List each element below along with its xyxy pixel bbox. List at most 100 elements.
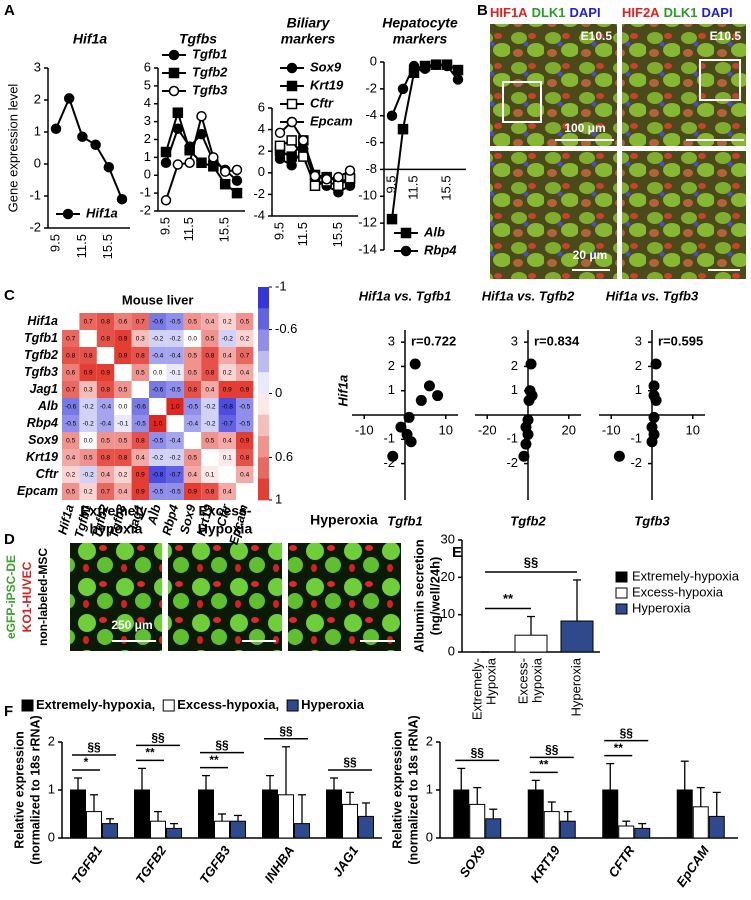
marker — [50, 123, 62, 135]
heatmap-cell — [114, 432, 132, 449]
cell-label: 0.9 — [223, 387, 232, 394]
x-tick-label: TGFB2 — [133, 842, 170, 886]
colorbar-band — [258, 287, 269, 309]
y-tick-label: -4 — [365, 107, 377, 122]
x-tick-label: 15.5 — [217, 217, 232, 242]
x-tick-label: 11.5 — [295, 222, 310, 246]
cell-label: -0.5 — [169, 489, 181, 496]
point — [646, 436, 658, 448]
y-tick-label: 1 — [34, 123, 41, 138]
cell-label: 0.0 — [118, 404, 127, 411]
x-axis-label: Tgfb1 — [387, 513, 422, 528]
scale-bar-label: 250 μm — [111, 618, 152, 632]
heatmap-cell — [149, 313, 167, 330]
heatmap-cell — [218, 398, 236, 415]
chart-title: Hif1a — [73, 31, 107, 47]
bar — [134, 789, 150, 839]
cell-label: -0.6 — [152, 387, 164, 394]
y-tick-label: 0 — [370, 53, 377, 68]
panel-label: A — [4, 2, 15, 19]
y-tick-label: 4 — [144, 95, 151, 110]
cell-label: 0.8 — [101, 319, 110, 326]
cell-label: 0.4 — [240, 370, 249, 377]
cell-label: 0.7 — [66, 387, 75, 394]
condition-title: Hyperoxia — [310, 512, 378, 528]
significance-label: §§ — [151, 731, 165, 745]
cell-label: 0.9 — [136, 489, 145, 496]
legend-swatch — [21, 699, 34, 712]
stain: HIF1A — [490, 5, 528, 20]
cell-label: 0.4 — [118, 489, 127, 496]
legend-marker — [400, 227, 412, 239]
y-tick-label: 6 — [144, 59, 151, 74]
heatmap-cell — [62, 432, 80, 449]
cell-label: 0.8 — [66, 353, 75, 360]
stain: DAPI — [702, 5, 733, 20]
cell-label: 0.4 — [223, 438, 232, 445]
cell-label: 0.8 — [101, 387, 110, 394]
colorbar-band — [258, 350, 269, 373]
bar — [469, 803, 486, 839]
cell-label: 0.4 — [136, 455, 145, 462]
marker — [63, 93, 75, 104]
cell-label: -0.2 — [152, 336, 164, 343]
cell-label: 0.5 — [240, 319, 249, 326]
row-label: Sox9 — [28, 433, 58, 447]
heatmap-cell — [96, 415, 115, 432]
row-label: Krt19 — [26, 450, 58, 464]
cell-label: 0.8 — [188, 387, 197, 394]
marker — [397, 83, 409, 95]
colorbar-band — [258, 329, 269, 352]
y-tick-label: 1 — [635, 382, 642, 397]
bar — [86, 811, 102, 839]
heatmap-cell — [114, 483, 132, 500]
marker — [452, 74, 464, 85]
y-tick-label: 20 — [441, 569, 455, 584]
y-axis-label: (ng/well/24h) — [427, 557, 442, 636]
bar — [453, 789, 470, 839]
point — [522, 428, 534, 440]
row-label: Tgfb1 — [24, 331, 58, 345]
x-tick-label: JAG1 — [330, 843, 362, 879]
marker — [219, 166, 231, 177]
legend-swatch — [615, 571, 628, 583]
bar — [102, 823, 118, 839]
heatmap-cell — [166, 466, 184, 483]
marker — [333, 171, 344, 183]
heatmap-cell — [96, 483, 115, 500]
marker — [160, 195, 172, 206]
bar — [294, 823, 310, 839]
heatmap-cell — [62, 415, 80, 432]
y-tick-label: 1 — [511, 382, 518, 397]
heatmap-cell — [131, 449, 149, 466]
x-tick-label: 15.5 — [438, 175, 453, 200]
cell-label: -0.1 — [117, 421, 129, 428]
x-tick-label: Extremely- — [469, 658, 484, 720]
marker — [196, 157, 207, 168]
cell-label: 0.7 — [84, 319, 93, 326]
panel-label: D — [4, 531, 15, 548]
condition-title: Excess- — [199, 503, 252, 519]
heatmap-cell — [201, 381, 219, 398]
cell-label: 0.5 — [101, 438, 110, 445]
bar — [560, 620, 594, 653]
heatmap-cell — [166, 483, 184, 500]
heatmap-cell — [149, 466, 167, 483]
cell-label: 0.3 — [84, 387, 93, 394]
cell-label: 0.8 — [205, 489, 214, 496]
heatmap-cell — [79, 347, 97, 364]
cell-label: -0.5 — [169, 387, 181, 394]
legend-label: Hyperoxia — [301, 697, 365, 712]
cell-label: 0.0 — [84, 438, 93, 445]
bar — [70, 789, 86, 839]
cell-label: -0.2 — [222, 336, 234, 343]
cell-label: -0.5 — [152, 438, 164, 445]
cell-label: 1.0 — [153, 421, 162, 428]
marker — [208, 152, 219, 163]
colorbar-label: 0.6 — [275, 449, 293, 464]
marker — [208, 161, 219, 172]
legend-swatch — [615, 603, 628, 615]
heatmap-cell — [96, 449, 115, 466]
cell-label: 0.5 — [188, 455, 197, 462]
